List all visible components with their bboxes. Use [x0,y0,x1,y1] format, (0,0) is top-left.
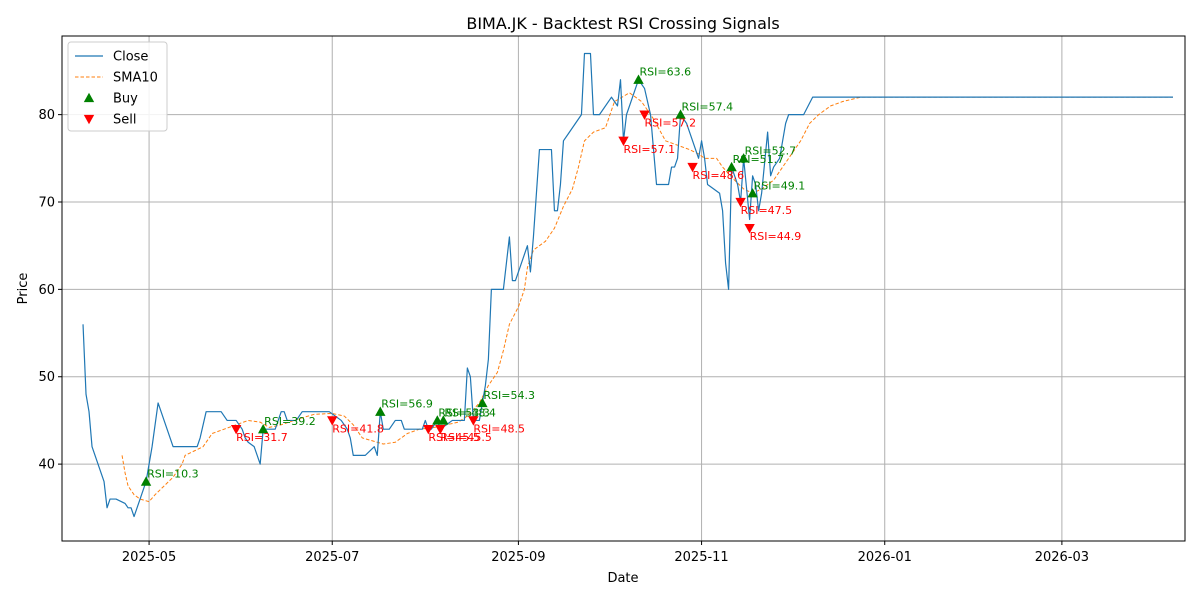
buy-rsi-label: RSI=57.4 [682,101,734,114]
legend-label: Sell [113,113,136,128]
sma10-line [121,92,1173,503]
buy-marker [140,476,152,486]
x-tick-label: 2025-07 [305,550,359,565]
close-line [82,52,1173,518]
buy-marker [257,423,269,434]
buy-rsi-label: RSI=63.6 [640,66,692,79]
sell-marker [735,197,746,208]
x-tick-label: 2025-09 [491,550,545,565]
y-tick-label: 40 [38,458,55,473]
sell-marker [618,136,629,147]
sell-marker [230,425,242,435]
x-tick-label: 2025-05 [122,550,176,565]
legend: Close SMA10 Buy Sell [67,41,168,132]
sell-rsi-label: RSI=48.5 [473,422,525,435]
sell-rsi-label: RSI=47.5 [741,204,793,217]
buy-marker [738,153,749,163]
plot-frame [61,35,1186,542]
legend-sell-swatch [83,114,95,125]
legend-buy-swatch [83,92,95,103]
sell-rsi-label: RSI=31.7 [236,431,288,444]
buy-rsi-label: RSI=52.7 [745,144,797,157]
legend-label: Buy [113,92,138,107]
buy-marker [375,406,386,416]
buy-rsi-label: RSI=54.3 [483,389,535,402]
y-tick-label: 70 [38,196,55,211]
buy-marker [633,74,644,84]
sell-marker [468,416,479,426]
buy-rsi-label: RSI=51.7 [733,153,785,166]
buy-rsi-label: RSI=56.9 [381,398,433,411]
buy-rsi-label: RSI=48.4 [444,406,496,419]
plot-area [82,52,1173,518]
y-axis-ticks: 40 50 60 70 80 [38,108,62,473]
y-tick-label: 80 [38,108,55,123]
buy-marker [438,415,449,425]
x-tick-label: 2026-01 [858,550,912,565]
legend-label: SMA10 [113,71,158,86]
sell-rsi-label: RSI=44.9 [750,230,802,243]
sell-rsi-label: RSI=41.8 [332,422,384,435]
y-tick-label: 60 [38,283,55,298]
y-tick-label: 50 [38,370,55,385]
x-tick-label: 2025-11 [674,550,728,565]
buy-marker [726,161,737,172]
sell-marker [435,425,446,435]
sell-rsi-label: RSI=45.5 [428,431,480,444]
sell-rsi-label: RSI=57.1 [624,143,676,156]
sell-marker [327,416,338,426]
legend-label: Close [113,50,148,65]
buy-marker [675,109,686,119]
x-axis-ticks: 2025-05 2025-07 2025-09 2025-11 2026-01 2026-… [122,541,1089,565]
sell-marker [744,224,755,234]
chart-title: BIMA.JK - Backtest RSI Crossing Signals [466,14,779,33]
buy-marker [747,188,758,198]
buy-rsi-label: RSI=10.3 [147,468,199,481]
legend-box [67,41,168,132]
buy-rsi-label: RSI=39.2 [264,415,316,428]
signal-markers: RSI=10.3 RSI=39.2 RSI=56.9 RSI=53.3RSI=48.4… [140,66,806,486]
sell-rsi-label: RSI=48.6 [693,169,745,182]
sell-marker [639,110,650,120]
sell-rsi-label: RSI=57.2 [645,117,697,130]
y-axis-title: Price [16,273,31,305]
sell-marker [423,425,434,435]
sell-rsi-label: RSI=45.5 [440,431,492,444]
buy-rsi-label: RSI=53.3 [438,406,490,419]
sell-marker [687,162,698,173]
buy-rsi-label: RSI=49.1 [754,179,806,192]
x-tick-label: 2026-03 [1035,550,1089,565]
buy-marker [477,397,488,408]
x-axis-title: Date [607,571,638,586]
